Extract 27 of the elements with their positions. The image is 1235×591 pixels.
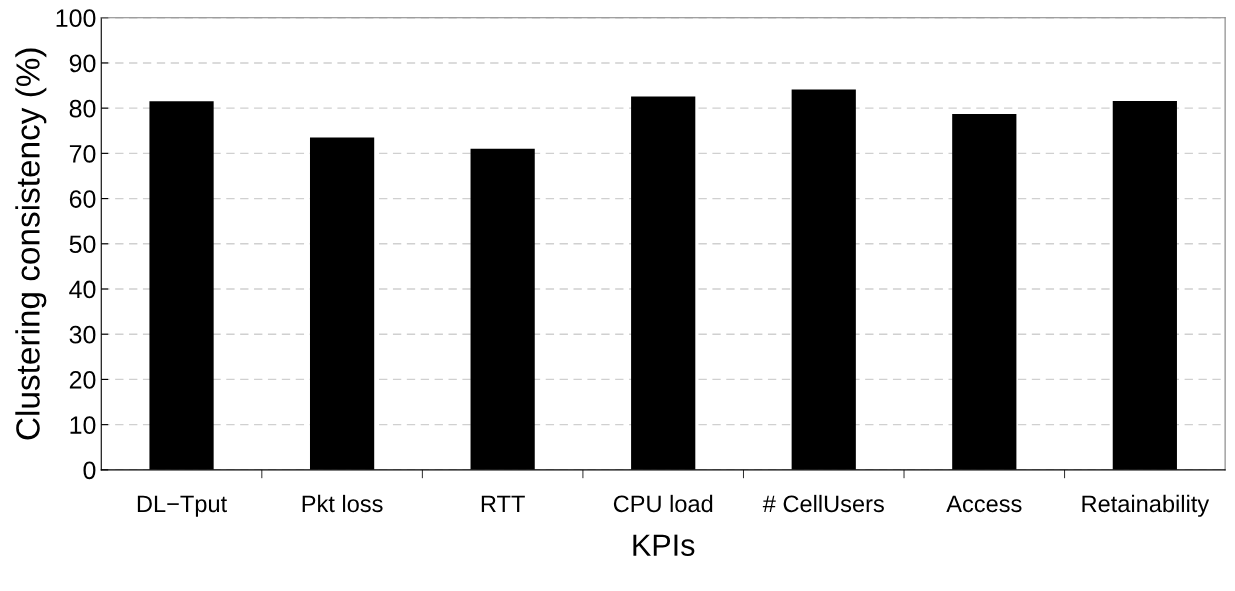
y-tick-label: 100 xyxy=(56,9,96,28)
x-axis-title: KPIs xyxy=(633,534,695,556)
y-tick-label: 70 xyxy=(69,144,96,163)
x-tick-label: Retainability xyxy=(1082,494,1210,517)
x-tick-label: Access xyxy=(946,495,1022,513)
bar xyxy=(309,137,375,470)
y-tick-label: 80 xyxy=(69,99,96,118)
y-tick-label: 0 xyxy=(83,461,96,480)
bar xyxy=(1112,100,1177,470)
y-tick-label: 40 xyxy=(69,280,96,299)
bar xyxy=(631,96,696,470)
x-tick-label: # CellUsers xyxy=(762,494,884,513)
y-tick-label: 10 xyxy=(70,416,96,434)
x-tick-label: Pkt loss xyxy=(302,494,383,513)
y-tick-label: 30 xyxy=(69,325,96,344)
bar xyxy=(149,101,214,470)
y-tick-label: 90 xyxy=(69,54,96,73)
x-tick-label: CPU load xyxy=(613,494,713,513)
y-tick-label: 20 xyxy=(69,371,96,389)
y-axis-title: Clustering consistency (%) xyxy=(15,48,47,440)
bar xyxy=(791,89,856,470)
bar xyxy=(952,114,1017,470)
x-tick-label: RTT xyxy=(481,495,525,512)
y-tick-label: 60 xyxy=(69,190,96,208)
x-tick-label: DL−Tput xyxy=(137,495,227,517)
y-tick-label: 50 xyxy=(69,235,96,254)
bar xyxy=(470,148,535,470)
